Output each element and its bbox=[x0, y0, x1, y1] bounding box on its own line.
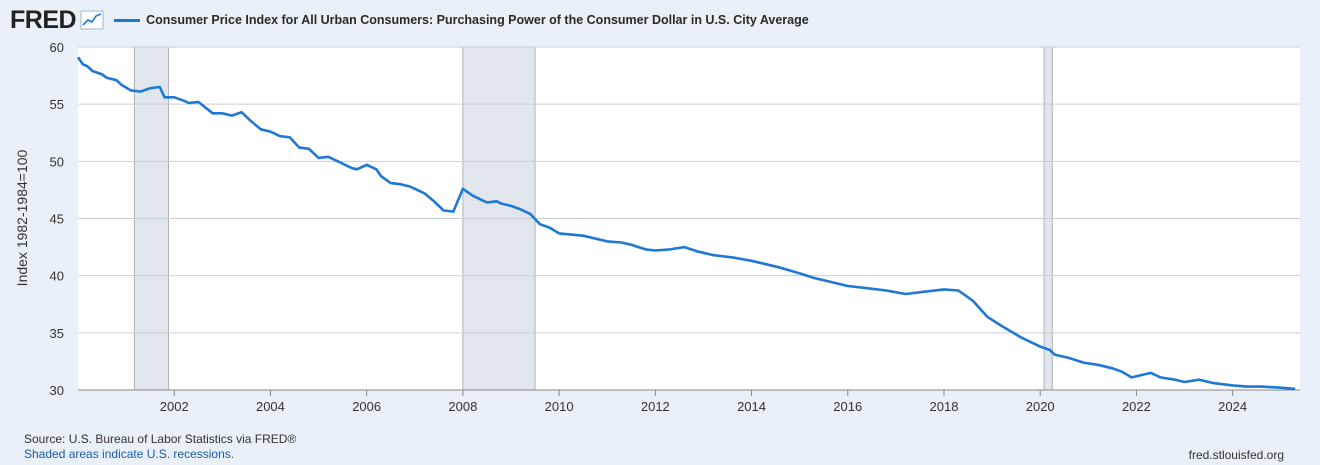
chart-title: Consumer Price Index for All Urban Consu… bbox=[146, 13, 809, 27]
x-tick-label: 2002 bbox=[160, 399, 189, 414]
fred-logo[interactable]: FRED bbox=[10, 5, 77, 34]
y-axis: 30 35 40 45 50 55 60 bbox=[50, 40, 64, 398]
y-tick-label: 55 bbox=[50, 97, 64, 112]
chart-header: FRED Consumer Price Index for All Urban … bbox=[10, 6, 809, 34]
x-tick-label: 2008 bbox=[448, 399, 477, 414]
x-tick-label: 2020 bbox=[1026, 399, 1055, 414]
y-tick-label: 40 bbox=[50, 269, 64, 284]
series-line[interactable] bbox=[76, 56, 1296, 391]
source-text: Source: U.S. Bureau of Labor Statistics … bbox=[24, 432, 297, 446]
x-tick-label: 2024 bbox=[1218, 399, 1247, 414]
x-tick-label: 2014 bbox=[737, 399, 766, 414]
footer-notes: Source: U.S. Bureau of Labor Statistics … bbox=[24, 432, 296, 462]
x-tick-label: 2022 bbox=[1122, 399, 1151, 414]
y-tick-label: 30 bbox=[50, 383, 64, 398]
x-tick-label: 2016 bbox=[833, 399, 862, 414]
x-axis: 2002 2004 2006 2008 2010 2012 2014 2016 2018 2020… bbox=[78, 389, 1300, 414]
chart-line-icon bbox=[80, 10, 104, 30]
y-tick-label: 60 bbox=[50, 40, 64, 55]
site-url[interactable]: fred.stlouisfed.org bbox=[1188, 448, 1284, 462]
recession-note-link[interactable]: Shaded areas indicate U.S. recessions. bbox=[24, 447, 235, 461]
y-tick-label: 45 bbox=[50, 212, 64, 227]
y-axis-label: Index 1982-1984=100 bbox=[14, 149, 30, 286]
x-tick-label: 2012 bbox=[641, 399, 670, 414]
y-tick-label: 35 bbox=[50, 326, 64, 341]
legend-swatch bbox=[114, 18, 141, 22]
x-tick-label: 2010 bbox=[545, 399, 574, 414]
x-tick-label: 2004 bbox=[256, 399, 285, 414]
x-tick-label: 2018 bbox=[930, 399, 959, 414]
x-tick-label: 2006 bbox=[352, 399, 381, 414]
y-tick-label: 50 bbox=[50, 154, 64, 169]
